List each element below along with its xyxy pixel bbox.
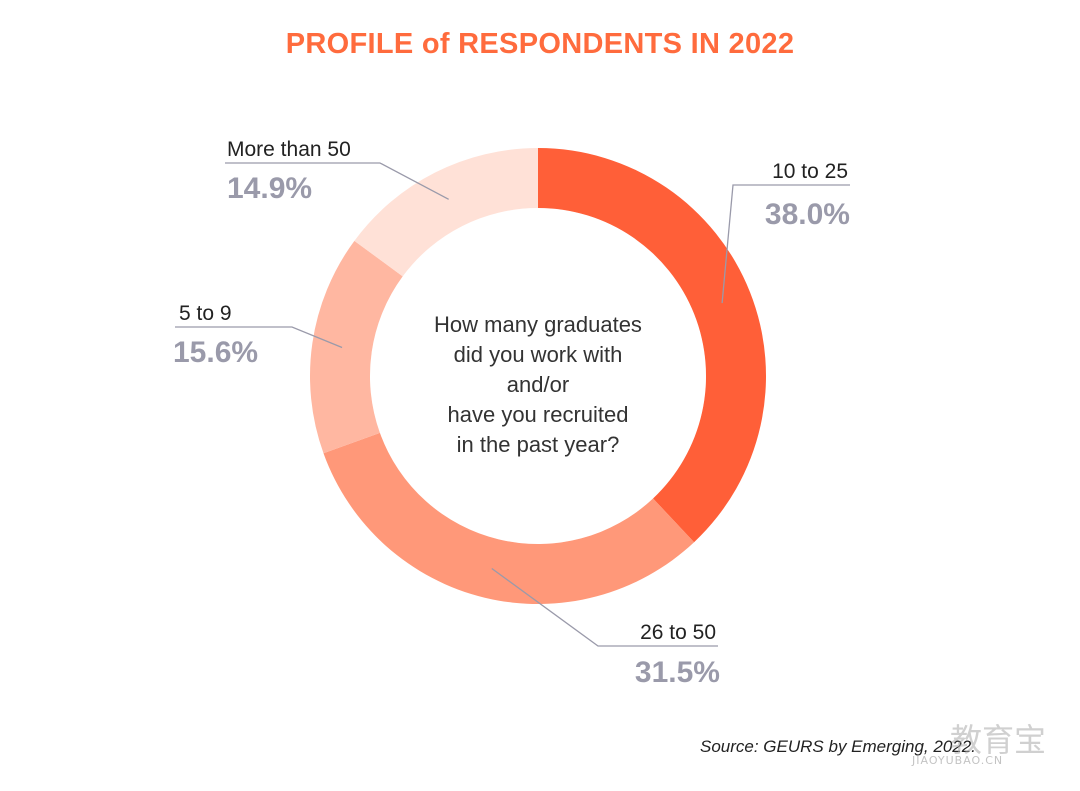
donut-hole — [390, 228, 686, 524]
slice-label: 26 to 50 — [640, 621, 716, 644]
donut-slice — [354, 148, 538, 277]
watermark-logo: 教育宝 — [950, 721, 1047, 759]
slice-percent: 14.9% — [227, 172, 312, 205]
center-question-line: have you recruited — [447, 402, 629, 427]
chart-title: PROFILE of RESPONDENTS IN 2022 — [285, 28, 795, 60]
leader-line — [225, 162, 449, 200]
center-question-line: How many graduates — [434, 312, 642, 337]
slice-label: 5 to 9 — [179, 302, 232, 325]
leader-line — [175, 326, 343, 349]
watermark-url: JIAOYUBAO.CN — [912, 754, 1004, 767]
donut-slice — [323, 432, 695, 604]
slice-percent: 31.5% — [635, 656, 720, 689]
slice-percent: 15.6% — [173, 336, 258, 369]
leader-line — [491, 568, 718, 647]
slice-label: 10 to 25 — [772, 160, 848, 183]
leader-line — [721, 184, 850, 304]
center-question: How many graduates did you work with and… — [388, 310, 688, 460]
source-note: Source: GEURS by Emerging, 2022. — [700, 737, 976, 756]
center-question-line: in the past year? — [456, 432, 620, 457]
donut-slice — [538, 148, 766, 543]
center-question-line: and/or — [506, 372, 570, 397]
donut-slice — [310, 240, 403, 454]
slice-label: More than 50 — [227, 138, 351, 161]
slice-percent: 38.0% — [765, 198, 850, 231]
center-question-line: did you work with — [453, 342, 623, 367]
